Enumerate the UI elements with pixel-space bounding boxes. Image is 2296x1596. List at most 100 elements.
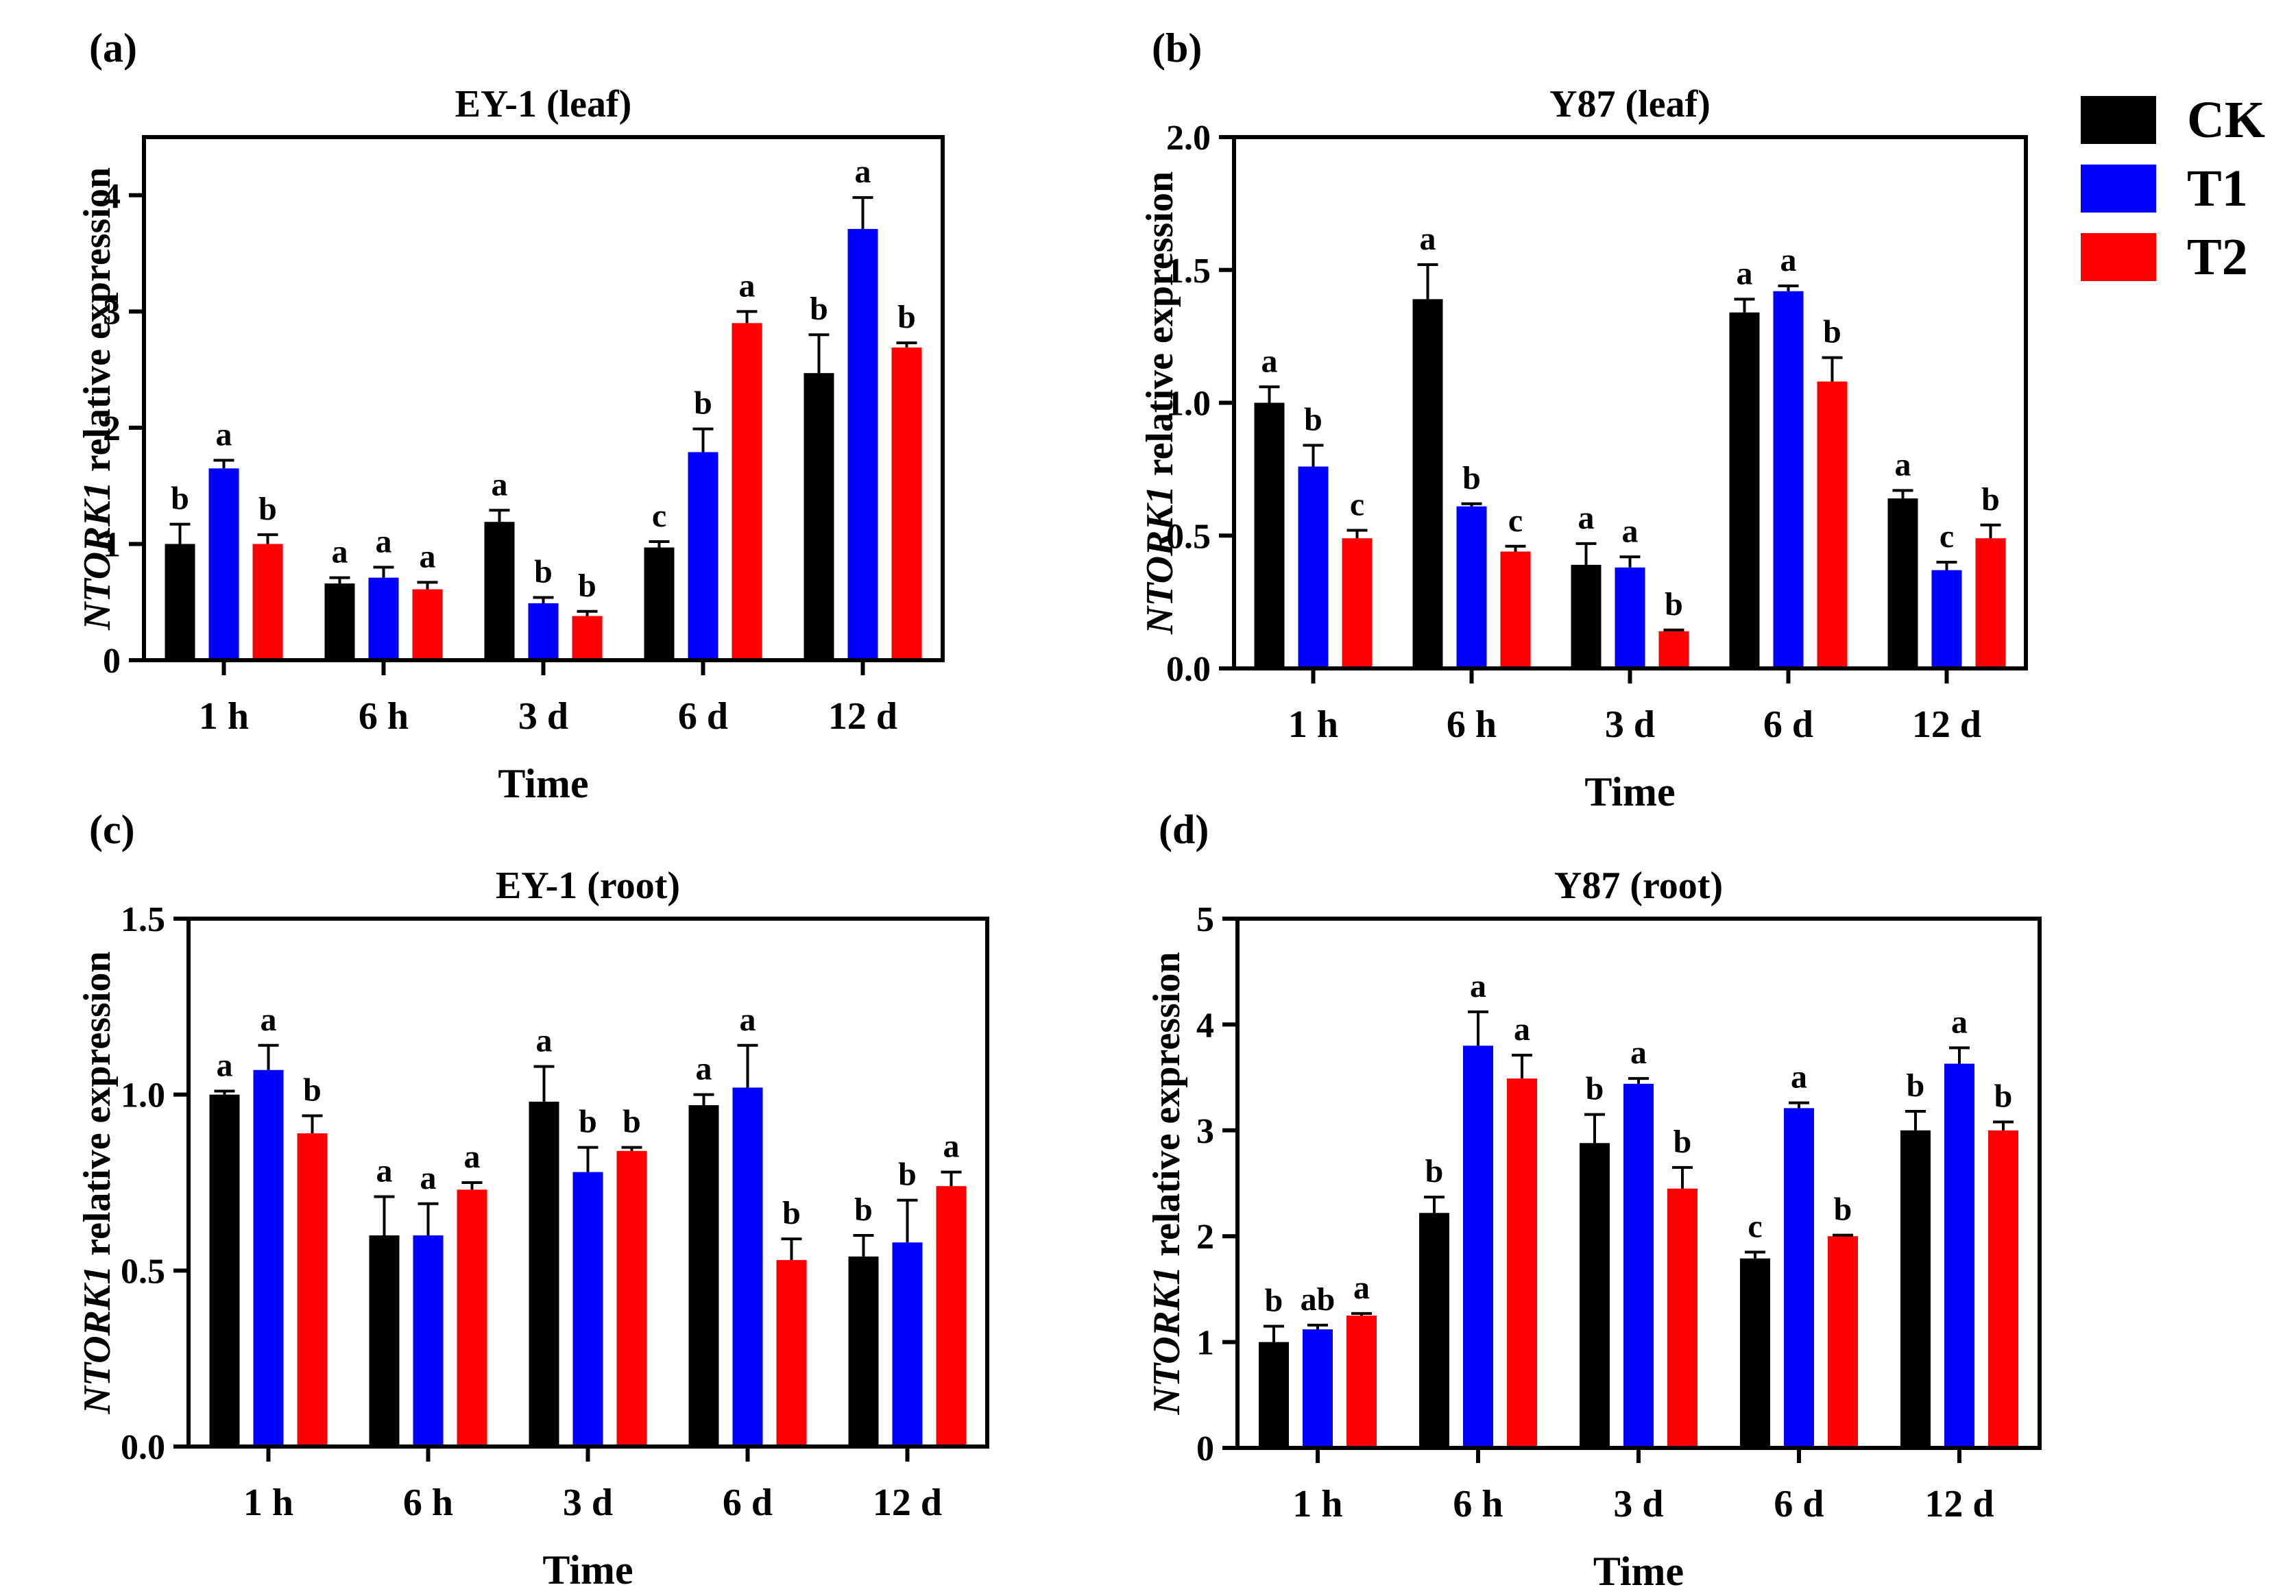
bar-T2-12d <box>936 1186 967 1447</box>
bar-T2-1h <box>252 544 283 660</box>
y-axis-label-gene: NTORK1 <box>1139 485 1181 635</box>
x-tick-label: 6 d <box>678 695 728 738</box>
y-tick-label: 3 <box>103 293 121 332</box>
bar-T1-6d <box>688 452 718 660</box>
bar-CK-3d <box>1571 564 1602 668</box>
bar-CK-12d <box>848 1256 879 1447</box>
bar-CK-6d <box>644 547 675 660</box>
panel-label: (a) <box>89 25 137 71</box>
bar-T2-3d <box>1658 631 1689 668</box>
y-axis-label-rest: relative expression <box>76 167 119 481</box>
bar-CK-6h <box>1419 1213 1449 1448</box>
y-axis-label-gene: NTORK1 <box>76 1266 119 1415</box>
significance-letter: a <box>376 523 392 559</box>
panel-label: (d) <box>1159 807 1209 852</box>
significance-letter: c <box>652 498 666 534</box>
bar-T2-6d <box>776 1259 807 1447</box>
bar-CK-1h <box>1259 1342 1289 1448</box>
x-tick-label: 6 h <box>403 1482 453 1524</box>
legend-swatch-T2 <box>2081 233 2156 281</box>
significance-letter: b <box>854 1192 873 1228</box>
x-tick-label: 12 d <box>1912 703 1981 746</box>
bar-T2-6h <box>457 1189 487 1447</box>
bar-T1-6h <box>368 577 399 660</box>
significance-letter: a <box>1420 221 1436 257</box>
y-tick-label: 1.0 <box>121 1076 165 1115</box>
bar-T1-1h <box>208 468 239 660</box>
chart-panel-c: (c)EY-1 (root)aaaabaababbabba0.00.51.01.… <box>76 807 989 1593</box>
bar-T2-1h <box>1342 538 1373 668</box>
x-tick-label: 3 d <box>518 695 568 738</box>
significance-letter: ab <box>1301 1281 1336 1318</box>
significance-letter: a <box>1514 1011 1530 1048</box>
bar-T2-6d <box>1817 381 1848 668</box>
y-tick-label: 1.5 <box>121 900 165 939</box>
x-tick-label: 1 h <box>1288 703 1338 746</box>
significance-letter: a <box>1737 255 1753 291</box>
significance-letter: a <box>536 1023 553 1059</box>
y-axis-label-rest: relative expression <box>76 951 119 1265</box>
significance-letter: b <box>1425 1153 1444 1189</box>
legend-swatch-CK <box>2081 96 2156 144</box>
significance-letter: a <box>739 267 756 304</box>
y-tick-label: 0.0 <box>121 1428 165 1467</box>
bar-T1-12d <box>892 1242 923 1447</box>
x-tick-label: 6 h <box>1453 1483 1503 1525</box>
significance-letter: b <box>1907 1067 1925 1104</box>
y-tick-label: 2.0 <box>1166 119 1211 158</box>
y-axis-label-rest: relative expression <box>1139 171 1181 485</box>
bar-T1-3d <box>572 1172 603 1447</box>
bar-CK-12d <box>1887 498 1918 668</box>
significance-letter: b <box>171 481 189 517</box>
bar-T2-6h <box>1507 1078 1537 1448</box>
significance-letter: a <box>1951 1004 1968 1040</box>
significance-letter: a <box>1261 343 1278 379</box>
bar-T1-12d <box>847 228 878 661</box>
x-axis-label: Time <box>498 761 588 806</box>
significance-letter: a <box>261 1002 277 1038</box>
y-axis-label: NTORK1 relative expression <box>76 951 119 1414</box>
significance-letter: b <box>1265 1282 1283 1318</box>
bar-T1-6h <box>1463 1045 1493 1448</box>
bar-T1-1h <box>253 1069 284 1447</box>
bar-T1-3d <box>1615 567 1645 668</box>
significance-letter: c <box>1350 487 1364 523</box>
bar-CK-3d <box>484 522 515 660</box>
significance-letter: a <box>1353 1270 1370 1306</box>
significance-letter: b <box>578 568 596 604</box>
significance-letter: b <box>810 291 828 327</box>
panel-label: (b) <box>1152 25 1202 71</box>
significance-letter: a <box>1780 242 1797 278</box>
significance-letter: c <box>1508 503 1523 539</box>
significance-letter: b <box>1834 1192 1852 1228</box>
bar-T1-6d <box>732 1087 763 1447</box>
y-tick-label: 4 <box>1196 1006 1214 1045</box>
y-axis-label: NTORK1 relative expression <box>76 167 119 631</box>
legend-swatch-T1 <box>2081 165 2156 213</box>
x-tick-label: 6 h <box>1447 703 1497 746</box>
y-tick-label: 0.5 <box>1166 517 1211 556</box>
panel-label: (c) <box>89 807 135 852</box>
significance-letter: a <box>420 538 436 575</box>
significance-letter: a <box>943 1128 960 1165</box>
x-tick-label: 12 d <box>1924 1483 1994 1525</box>
significance-letter: a <box>420 1160 437 1196</box>
y-axis-label-gene: NTORK1 <box>76 481 119 631</box>
significance-letter: a <box>1630 1035 1647 1071</box>
bar-CK-1h <box>165 544 195 660</box>
y-axis-label-rest: relative expression <box>1146 952 1188 1266</box>
y-axis-label: NTORK1 relative expression <box>1139 171 1181 635</box>
bar-T1-1h <box>1303 1329 1333 1448</box>
significance-letter: a <box>216 416 232 452</box>
significance-letter: b <box>623 1104 641 1140</box>
bar-CK-6d <box>1729 312 1760 668</box>
bar-CK-6h <box>369 1235 400 1447</box>
y-axis-label-gene: NTORK1 <box>1146 1266 1188 1416</box>
significance-letter: b <box>1673 1124 1692 1160</box>
y-tick-label: 0.0 <box>1166 650 1211 689</box>
bar-T1-3d <box>528 603 559 660</box>
bar-CK-3d <box>529 1101 559 1447</box>
y-tick-label: 1.0 <box>1166 385 1211 424</box>
significance-letter: a <box>1578 500 1595 536</box>
